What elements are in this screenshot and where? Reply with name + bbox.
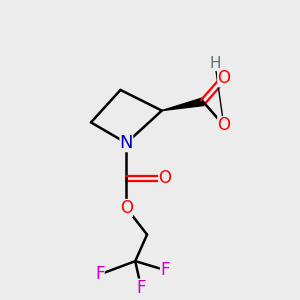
Text: H: H <box>209 56 221 71</box>
Text: F: F <box>136 279 146 297</box>
Polygon shape <box>162 98 204 111</box>
Text: N: N <box>120 134 133 152</box>
Text: F: F <box>160 261 169 279</box>
Text: O: O <box>217 116 230 134</box>
Text: O: O <box>158 169 171 188</box>
Text: O: O <box>120 199 133 217</box>
Text: F: F <box>95 266 105 284</box>
Text: O: O <box>217 69 230 87</box>
